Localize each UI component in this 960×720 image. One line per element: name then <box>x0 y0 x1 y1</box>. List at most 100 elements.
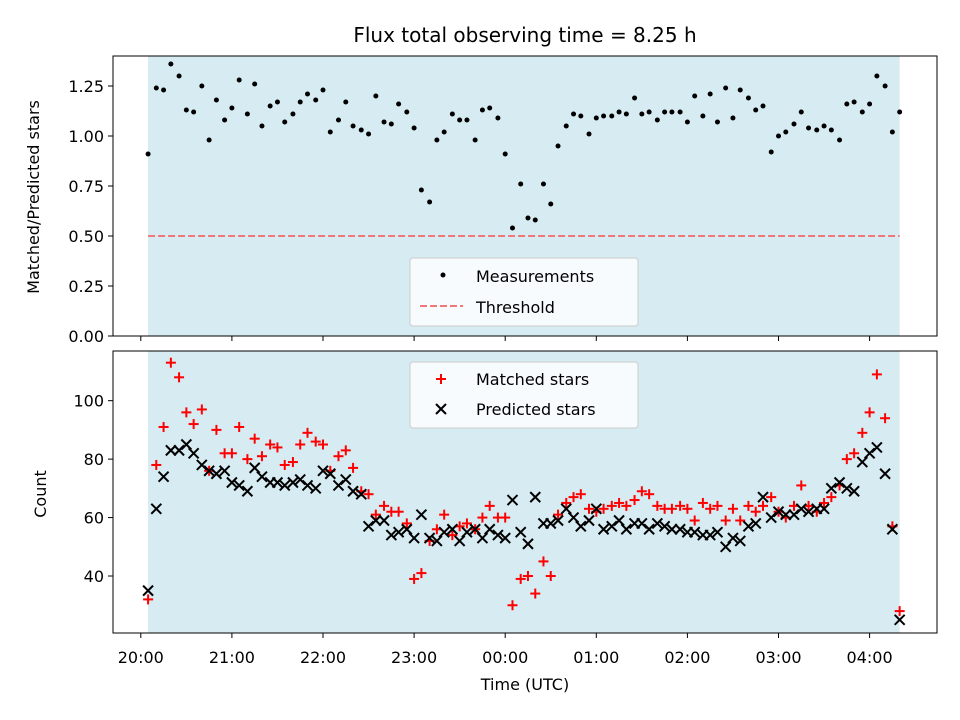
predicted-stars-point <box>203 465 215 477</box>
predicted-stars-point <box>545 517 557 530</box>
matched-stars-point <box>181 407 192 418</box>
predicted-stars-point <box>886 523 899 535</box>
y-tick-label: 0.75 <box>68 177 104 196</box>
predicted-stars-point <box>226 476 238 489</box>
measurement-point <box>874 73 880 79</box>
measurement-point <box>358 127 364 133</box>
measurement-point <box>586 131 592 137</box>
matched-stars-point <box>766 492 777 503</box>
matched-stars-point <box>226 448 237 459</box>
x-tick-label: 00:00 <box>482 648 528 667</box>
predicted-stars-point <box>294 473 306 486</box>
matched-stars-point <box>644 489 655 500</box>
matched-stars-point <box>340 445 351 456</box>
measurement-point <box>654 117 660 123</box>
predicted-stars-point <box>347 485 359 497</box>
matched-stars-point <box>758 500 769 511</box>
measurement-point <box>776 133 781 139</box>
measurement-point <box>502 151 508 157</box>
matched-stars-point <box>568 492 579 503</box>
matched-stars-point <box>675 500 686 511</box>
predicted-stars-point <box>378 514 390 527</box>
measurement-point <box>449 111 455 117</box>
predicted-stars-point <box>484 523 496 535</box>
measurement-point <box>229 105 235 111</box>
measurement-point <box>851 99 857 105</box>
measurement-point <box>632 95 638 101</box>
matched-stars-point <box>857 427 868 438</box>
predicted-stars-point <box>317 465 329 477</box>
matched-stars-point <box>538 556 549 567</box>
measurement-point <box>509 225 515 231</box>
measurement-point <box>381 119 387 125</box>
axes-frame-bottom <box>112 350 938 634</box>
matched-stars-point <box>826 492 837 503</box>
chart-title: Flux total observing time = 8.25 h <box>353 23 696 47</box>
predicted-stars-point <box>711 526 724 538</box>
predicted-stars-point <box>552 514 564 527</box>
measurement-point <box>609 113 615 119</box>
predicted-stars-point <box>727 532 739 544</box>
x-tick-label: 04:00 <box>847 648 893 667</box>
predicted-stars-point <box>666 523 678 535</box>
predicted-stars-point <box>301 479 314 492</box>
measurement-point <box>639 111 645 117</box>
measurement-point <box>191 109 197 115</box>
predicted-stars-point <box>788 508 800 521</box>
matched-stars-point <box>682 503 693 514</box>
y-axis-label-bottom: Count <box>31 470 50 518</box>
measurement-point <box>677 109 683 115</box>
measurement-point <box>434 137 440 143</box>
matched-stars-point <box>666 503 677 514</box>
measurement-point <box>540 181 546 187</box>
measurement-point <box>532 217 538 223</box>
x-tick-label: 01:00 <box>573 648 619 667</box>
predicted-stars-point <box>165 444 177 457</box>
matched-stars-point <box>871 369 882 380</box>
measurement-point <box>768 149 774 155</box>
measurement-point <box>700 113 706 119</box>
measurement-point <box>297 99 303 105</box>
matched-stars-point <box>545 571 556 582</box>
y-tick-label: 40 <box>84 567 104 586</box>
y-tick-label: 0.25 <box>68 277 104 296</box>
measurement-point <box>161 87 167 93</box>
measurement-point <box>798 109 804 115</box>
matched-stars-point <box>196 404 207 415</box>
predicted-stars-point <box>879 468 891 480</box>
axes-frame-top <box>112 55 938 337</box>
y-axis-label-top: Matched/Predicted stars <box>24 100 43 294</box>
measurement-point <box>806 125 812 131</box>
y-tick-label: 0.50 <box>68 227 104 246</box>
measurement-point <box>145 151 151 157</box>
measurement-point <box>366 131 372 137</box>
predicted-stars-point <box>848 485 860 497</box>
predicted-stars-point <box>355 488 367 500</box>
predicted-stars-point <box>332 479 345 492</box>
y-tick-label: 1.00 <box>68 127 104 146</box>
matched-stars-point <box>256 451 267 462</box>
predicted-stars-point <box>279 479 291 492</box>
matched-stars-point <box>894 606 905 617</box>
matched-stars-point <box>242 454 253 465</box>
measurement-point <box>601 113 607 119</box>
matched-stars-point <box>484 500 495 511</box>
predicted-stars-point <box>606 520 618 533</box>
predicted-stars-point <box>575 520 587 533</box>
measurement-point <box>593 115 599 121</box>
legend-bottom-box <box>409 361 639 429</box>
matched-stars-point <box>439 509 450 520</box>
measurement-point <box>343 99 349 105</box>
predicted-stars-point <box>370 514 382 527</box>
matched-stars-point <box>174 372 185 383</box>
matched-stars-point <box>188 419 199 430</box>
predicted-stars-point <box>719 541 732 553</box>
predicted-stars-point <box>241 485 254 497</box>
measurement-point <box>783 129 789 135</box>
predicted-stars-point <box>871 441 883 454</box>
measurement-point <box>791 121 797 127</box>
matched-stars-point <box>295 439 306 450</box>
matched-stars-point <box>796 480 807 491</box>
measurement-point <box>441 129 447 135</box>
measurement-point <box>236 77 242 83</box>
